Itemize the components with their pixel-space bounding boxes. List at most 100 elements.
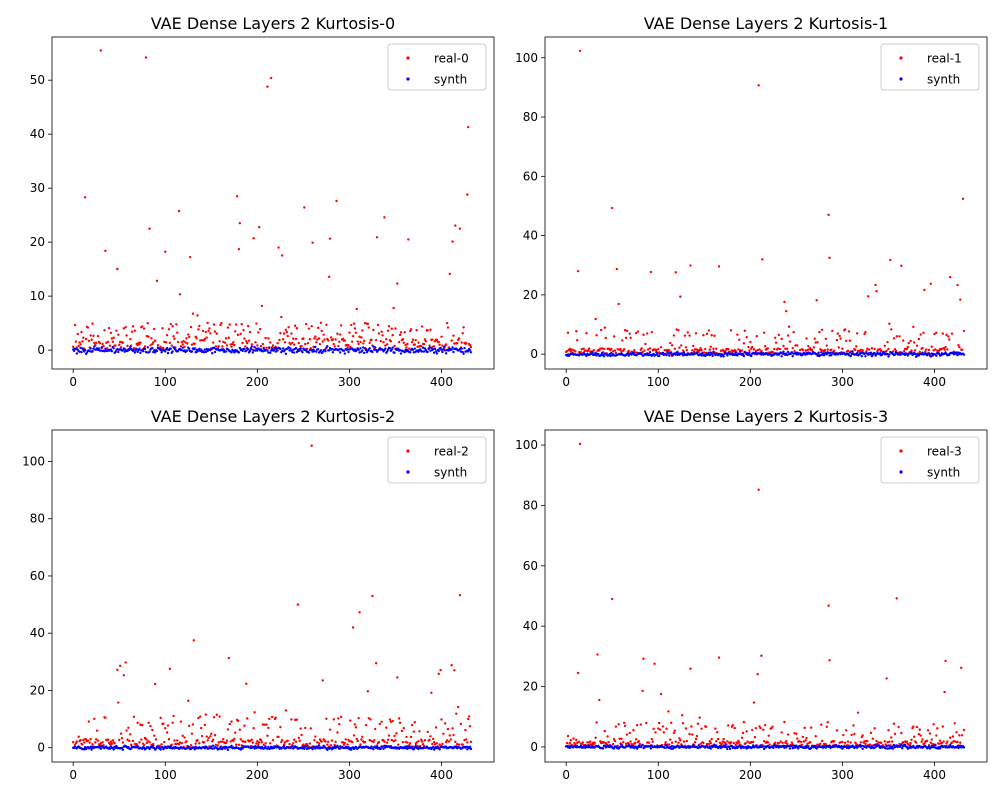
point-real (640, 347, 643, 350)
point-real (691, 733, 694, 736)
point-real (350, 340, 354, 343)
point-real (814, 735, 817, 738)
point-synth (252, 349, 255, 352)
point-synth (930, 352, 933, 355)
point-synth (848, 351, 851, 354)
point-real (816, 341, 819, 344)
point-real (276, 342, 279, 345)
point-real (918, 350, 921, 354)
point-real (408, 347, 411, 350)
point-real (429, 328, 432, 331)
point-real (227, 336, 230, 339)
point-real (282, 332, 286, 335)
point-real (576, 338, 579, 342)
point-synth (745, 351, 748, 355)
point-real (794, 344, 797, 347)
point-real (752, 701, 756, 704)
point-real (823, 348, 827, 352)
point-real (143, 345, 147, 348)
point-real (96, 334, 100, 338)
point-real (183, 345, 186, 348)
point-real (611, 742, 615, 746)
point-real (322, 333, 325, 336)
point-real (125, 334, 128, 337)
point-synth (382, 747, 385, 750)
point-real (293, 324, 297, 327)
point-real (135, 743, 138, 746)
point-real (678, 737, 681, 740)
point-real (92, 334, 95, 338)
point-real (93, 717, 96, 721)
point-synth (210, 348, 213, 351)
point-synth (706, 353, 710, 356)
point-synth (133, 351, 137, 354)
y-tick-label: 0 (530, 347, 538, 361)
point-synth (186, 349, 189, 352)
chart-title: VAE Dense Layers 2 Kurtosis-1 (644, 14, 888, 33)
point-synth (584, 746, 587, 749)
point-real (129, 337, 132, 341)
point-real (959, 298, 962, 301)
point-real (124, 661, 127, 664)
point-real (717, 265, 721, 268)
point-synth (393, 351, 396, 354)
point-real (270, 715, 274, 719)
point-real (420, 344, 423, 348)
point-real (919, 734, 922, 737)
point-real (622, 741, 625, 744)
point-synth (75, 352, 79, 355)
point-synth (734, 351, 737, 355)
point-synth (203, 348, 207, 351)
point-real (107, 326, 111, 330)
point-real (372, 328, 375, 332)
point-real (328, 237, 332, 240)
point-real (324, 740, 327, 743)
point-synth (267, 745, 270, 749)
point-real (467, 717, 470, 721)
point-real (682, 740, 686, 743)
point-real (648, 347, 652, 350)
point-synth (786, 350, 790, 354)
point-real (772, 351, 775, 354)
legend-label: real-0 (434, 52, 469, 66)
point-real (389, 340, 393, 343)
y-tick-label: 60 (523, 169, 538, 183)
point-real (269, 76, 273, 80)
point-real (657, 727, 660, 730)
point-synth (342, 349, 346, 352)
legend-marker (899, 56, 903, 60)
point-real (250, 343, 254, 346)
point-real (667, 710, 670, 713)
point-real (666, 743, 669, 746)
point-real (214, 345, 218, 348)
point-real (698, 348, 701, 352)
point-synth (817, 351, 820, 354)
point-real (232, 739, 235, 743)
y-tick-label: 80 (523, 110, 538, 124)
point-synth (135, 347, 138, 351)
point-real (239, 332, 242, 336)
point-real (416, 345, 419, 349)
point-real (612, 335, 616, 338)
point-real (176, 331, 179, 334)
point-real (168, 667, 172, 671)
point-real (588, 350, 592, 353)
point-real (785, 347, 789, 351)
point-synth (891, 747, 895, 750)
point-real (293, 718, 297, 722)
point-real (361, 735, 364, 739)
point-real (814, 341, 817, 344)
point-synth (117, 350, 120, 354)
point-synth (146, 346, 149, 349)
point-real (932, 723, 935, 726)
point-real (197, 716, 200, 720)
point-real (692, 350, 696, 353)
point-real (468, 343, 472, 347)
point-synth (237, 351, 241, 354)
point-synth (899, 353, 902, 357)
point-real (570, 348, 573, 351)
point-real (220, 321, 223, 325)
point-real (948, 275, 952, 279)
point-synth (742, 354, 746, 358)
point-real (622, 721, 626, 725)
